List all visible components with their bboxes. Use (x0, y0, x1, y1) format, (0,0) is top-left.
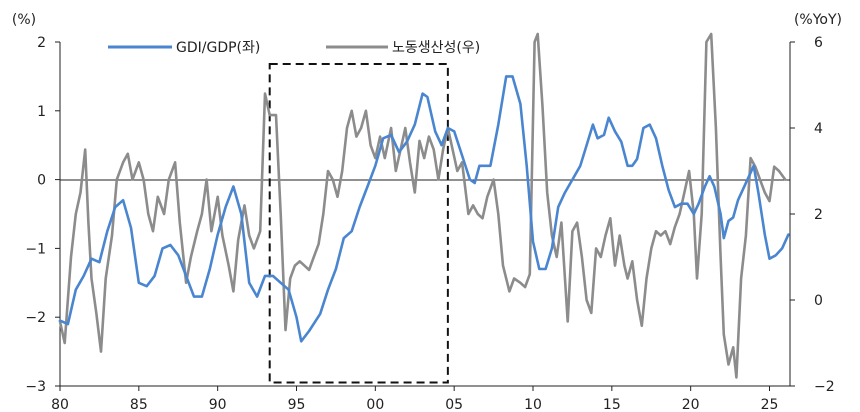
left-tick-label: 2 (37, 35, 46, 51)
left-axis-ticks: 2 1 0 −1 −2 −3 (25, 35, 60, 395)
x-tick-label: 25 (761, 397, 779, 412)
x-tick-label: 95 (288, 397, 306, 412)
right-tick-label: −2 (814, 379, 835, 395)
left-tick-label: −3 (25, 379, 46, 395)
x-tick-label: 05 (445, 397, 463, 412)
series-layer (58, 32, 790, 379)
right-tick-label: 6 (814, 35, 823, 51)
left-tick-label: −1 (25, 241, 46, 257)
x-tick-label: 15 (603, 397, 621, 412)
legend: GDI/GDP(좌) 노동생산성(우) (108, 40, 480, 56)
left-axis-unit: (%) (12, 12, 36, 28)
x-tick-label: 20 (682, 397, 700, 412)
x-tick-label: 90 (209, 397, 227, 412)
right-tick-label: 4 (814, 121, 823, 137)
x-tick-label: 10 (524, 397, 542, 412)
legend-label-gdi: GDI/GDP(좌) (176, 40, 260, 56)
left-tick-label: 0 (37, 173, 46, 189)
series-line-gdi-gdp (58, 75, 790, 343)
right-tick-label: 2 (814, 207, 823, 223)
highlight-box (268, 63, 449, 384)
legend-label-productivity: 노동생산성(우) (392, 40, 480, 56)
x-tick-label: 80 (51, 397, 69, 412)
x-axis-ticks: 80 85 90 95 00 05 10 15 20 25 (51, 386, 778, 412)
x-tick-label: 85 (130, 397, 148, 412)
left-tick-label: 1 (37, 104, 46, 120)
left-tick-label: −2 (25, 310, 46, 326)
right-axis-unit: (%YoY) (794, 12, 842, 28)
right-tick-label: 0 (814, 293, 823, 309)
x-tick-label: 00 (366, 397, 384, 412)
right-axis-ticks: 6 4 2 0 −2 (790, 35, 835, 395)
